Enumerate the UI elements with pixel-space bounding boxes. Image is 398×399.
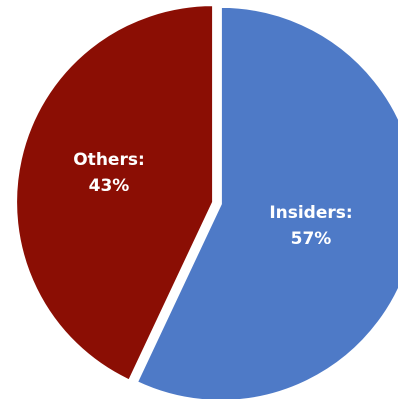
slice-label-insiders-name: Insiders: (269, 203, 352, 223)
pie-slices (15, 4, 398, 399)
pie-slice-others (15, 4, 215, 382)
slice-label-others-name: Others: (73, 150, 145, 170)
slice-label-others-value: 43% (89, 176, 130, 196)
pie-labels: Insiders: 57% Others: 43% (73, 150, 352, 249)
pie-slice-insiders (135, 5, 398, 399)
slice-label-insiders-value: 57% (291, 229, 332, 249)
